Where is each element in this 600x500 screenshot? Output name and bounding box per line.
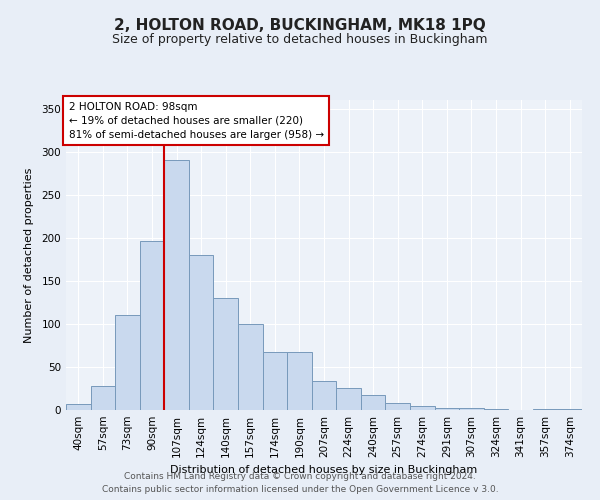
- Bar: [336, 388, 361, 410]
- Text: Size of property relative to detached houses in Buckingham: Size of property relative to detached ho…: [112, 32, 488, 46]
- Text: Contains HM Land Registry data © Crown copyright and database right 2024.: Contains HM Land Registry data © Crown c…: [124, 472, 476, 481]
- Y-axis label: Number of detached properties: Number of detached properties: [25, 168, 34, 342]
- Bar: [238, 324, 263, 410]
- Bar: [164, 160, 189, 410]
- Bar: [91, 386, 115, 410]
- Bar: [484, 409, 508, 410]
- Bar: [312, 380, 336, 410]
- Bar: [140, 241, 164, 410]
- Bar: [410, 406, 434, 410]
- Bar: [533, 409, 557, 410]
- Bar: [115, 316, 140, 410]
- Bar: [214, 298, 238, 410]
- Text: Contains public sector information licensed under the Open Government Licence v : Contains public sector information licen…: [101, 485, 499, 494]
- Bar: [263, 352, 287, 410]
- Bar: [434, 408, 459, 410]
- Bar: [385, 403, 410, 410]
- Bar: [287, 352, 312, 410]
- Bar: [361, 396, 385, 410]
- Bar: [557, 409, 582, 410]
- Text: 2 HOLTON ROAD: 98sqm
← 19% of detached houses are smaller (220)
81% of semi-deta: 2 HOLTON ROAD: 98sqm ← 19% of detached h…: [68, 102, 324, 140]
- Bar: [66, 404, 91, 410]
- Bar: [189, 255, 214, 410]
- Text: 2, HOLTON ROAD, BUCKINGHAM, MK18 1PQ: 2, HOLTON ROAD, BUCKINGHAM, MK18 1PQ: [114, 18, 486, 32]
- X-axis label: Distribution of detached houses by size in Buckingham: Distribution of detached houses by size …: [170, 466, 478, 475]
- Bar: [459, 408, 484, 410]
